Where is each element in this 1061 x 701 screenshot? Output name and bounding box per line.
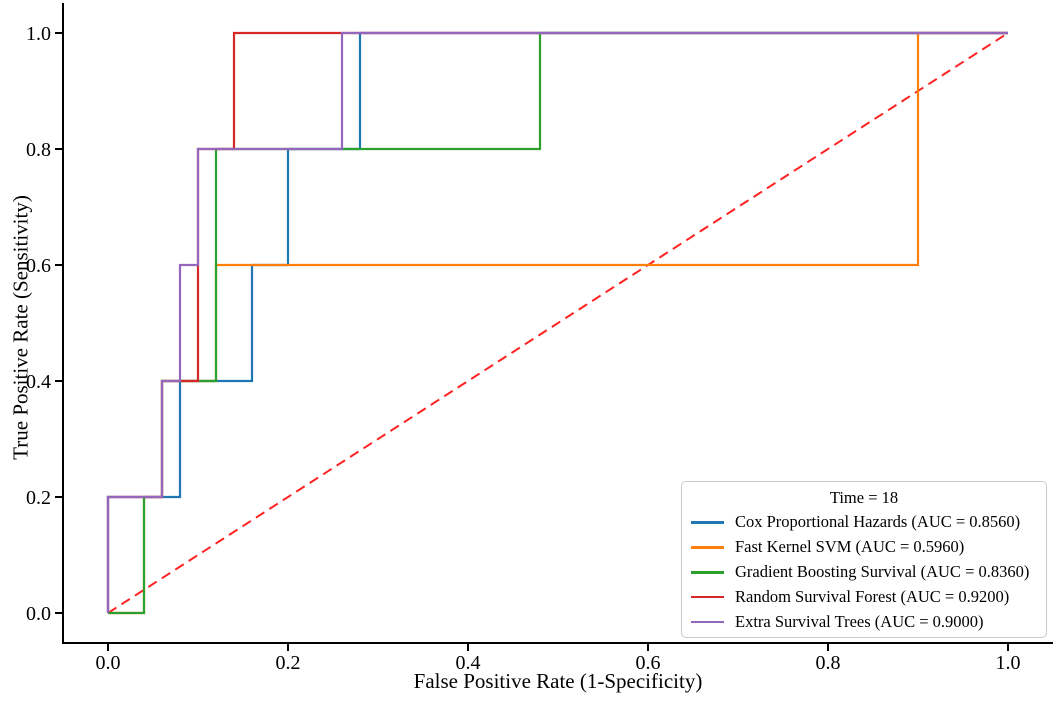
legend-item-label: Gradient Boosting Survival (AUC = 0.8360… (735, 562, 1030, 582)
legend-items: Cox Proportional Hazards (AUC = 0.8560) F… (682, 510, 1046, 634)
legend-item-label: Fast Kernel SVM (AUC = 0.5960) (735, 537, 965, 557)
chance-diagonal-line (107, 32, 1009, 614)
x-axis-label: False Positive Rate (1-Specificity) (413, 669, 703, 693)
legend-swatch (691, 570, 724, 574)
legend-item-cox-proportional-hazards: Cox Proportional Hazards (AUC = 0.8560) (682, 510, 1046, 535)
legend: Time = 18 Cox Proportional Hazards (AUC … (681, 481, 1047, 638)
legend-swatch (691, 595, 724, 599)
y-tick-label: 0.0 (26, 603, 51, 625)
legend-item-extra-survival-trees: Extra Survival Trees (AUC = 0.9000) (682, 610, 1046, 635)
legend-title: Time = 18 (829, 488, 899, 507)
legend-item-fast-kernel-svm: Fast Kernel SVM (AUC = 0.5960) (682, 535, 1046, 560)
y-tick-label: 0.4 (26, 371, 51, 393)
x-tick-label: 0.4 (456, 652, 481, 674)
y-axis-label: True Positive Rate (Sensitivity) (8, 195, 33, 460)
legend-swatch (691, 546, 724, 549)
x-tick-label: 1.0 (996, 652, 1021, 674)
legend-item-gradient-boosting-survival: Gradient Boosting Survival (AUC = 0.8360… (682, 560, 1046, 585)
x-tick-label: 0.0 (96, 652, 121, 674)
legend-swatch (691, 620, 724, 624)
x-tick-label: 0.8 (816, 652, 841, 674)
roc-curve-extra-survival-trees (106, 31, 1008, 613)
legend-item-label: Cox Proportional Hazards (AUC = 0.8560) (735, 512, 1021, 532)
legend-item-random-survival-forest: Random Survival Forest (AUC = 0.9200) (682, 585, 1046, 610)
y-tick-label: 0.6 (26, 255, 51, 277)
legend-item-label: Random Survival Forest (AUC = 0.9200) (735, 587, 1010, 607)
x-tick-label: 0.2 (276, 652, 301, 674)
y-tick-label: 1.0 (26, 23, 51, 45)
y-tick-label: 0.2 (26, 487, 51, 509)
y-tick-label: 0.8 (26, 139, 51, 161)
x-tick-label: 0.6 (636, 652, 661, 674)
legend-swatch (691, 521, 724, 524)
legend-item-label: Extra Survival Trees (AUC = 0.9000) (735, 612, 984, 631)
